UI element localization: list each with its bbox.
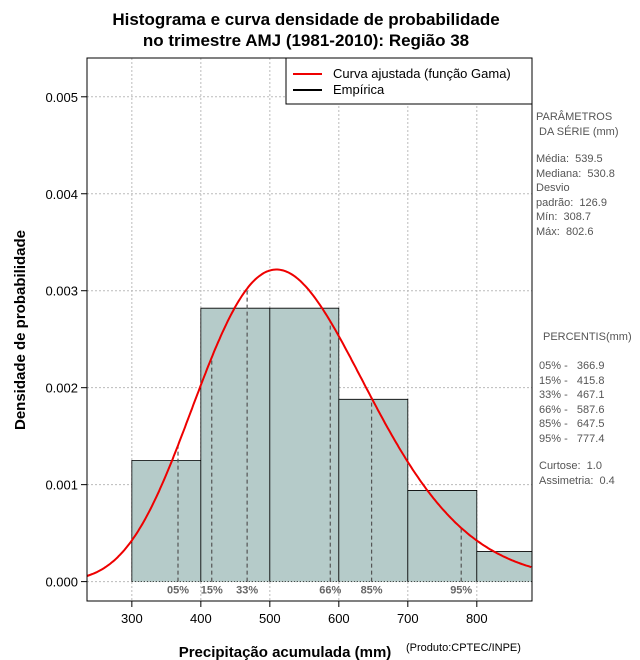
x-tick-label: 400 — [190, 611, 212, 626]
series-parameters-title: PARÂMETROS DA SÉRIE (mm) — [536, 111, 619, 138]
x-axis-label: Precipitação acumulada (mm) — [179, 644, 392, 660]
histogram-bar-outline — [407, 490, 478, 582]
y-tick-label: 0.005 — [45, 90, 78, 105]
x-tick-label: 700 — [397, 611, 419, 626]
series-parameters-values: Média: 539.5 Mediana: 530.8 Desvio padrã… — [536, 153, 615, 238]
histogram-bar — [407, 490, 477, 582]
y-axis-label: Densidade de probabilidade — [12, 230, 29, 430]
fitted-gamma-curve — [86, 268, 532, 577]
x-tick-label: 500 — [259, 611, 281, 626]
y-tick-label: 0.002 — [45, 381, 78, 396]
y-tick-label: 0.000 — [45, 575, 78, 590]
histogram-bar-outline — [476, 551, 532, 582]
histogram-bar — [269, 308, 339, 582]
legend-label: Empírica — [333, 82, 385, 97]
x-tick-label: 300 — [121, 611, 143, 626]
y-axis: 0.000 0.001 0.002 0.003 0.004 0.005 — [45, 90, 87, 590]
chart-title-line-1: Histograma e curva densidade de probabil… — [112, 10, 499, 29]
y-tick-label: 0.001 — [45, 478, 78, 493]
y-tick-label: 0.004 — [45, 187, 78, 202]
x-tick-label: 600 — [328, 611, 350, 626]
percentile-markers: 05% 15% 33% 66% 85% 95% — [167, 288, 472, 597]
percentile-label: 85% — [361, 585, 383, 597]
legend-box — [285, 57, 533, 105]
percentile-label: 66% — [319, 585, 341, 597]
x-axis: 300 400 500 600 700 800 — [121, 601, 488, 626]
legend-label: Curva ajustada (função Gama) — [333, 66, 511, 81]
histogram-bar — [338, 399, 408, 582]
x-tick-label: 800 — [466, 611, 488, 626]
y-tick-label: 0.003 — [45, 284, 78, 299]
percentile-label: 15% — [201, 585, 223, 597]
shape-statistics: Curtose: 1.0 Assimetria: 0.4 — [539, 460, 615, 487]
percentiles-title: PERCENTIS(mm) — [543, 331, 632, 343]
histogram-bars — [131, 307, 532, 583]
histogram-bar — [131, 460, 201, 582]
fitted-curve-layer — [86, 268, 532, 577]
product-credit: (Produto:CPTEC/INPE) — [406, 642, 521, 654]
legend: Curva ajustada (função Gama)Empírica — [285, 57, 533, 105]
percentile-label: 33% — [236, 585, 258, 597]
percentile-label: 05% — [167, 585, 189, 597]
percentile-label: 95% — [450, 585, 472, 597]
chart-title-line-2: no trimestre AMJ (1981-2010): Região 38 — [143, 31, 469, 50]
percentiles-values: 05% - 366.9 15% - 415.8 33% - 467.1 66% … — [539, 360, 605, 445]
